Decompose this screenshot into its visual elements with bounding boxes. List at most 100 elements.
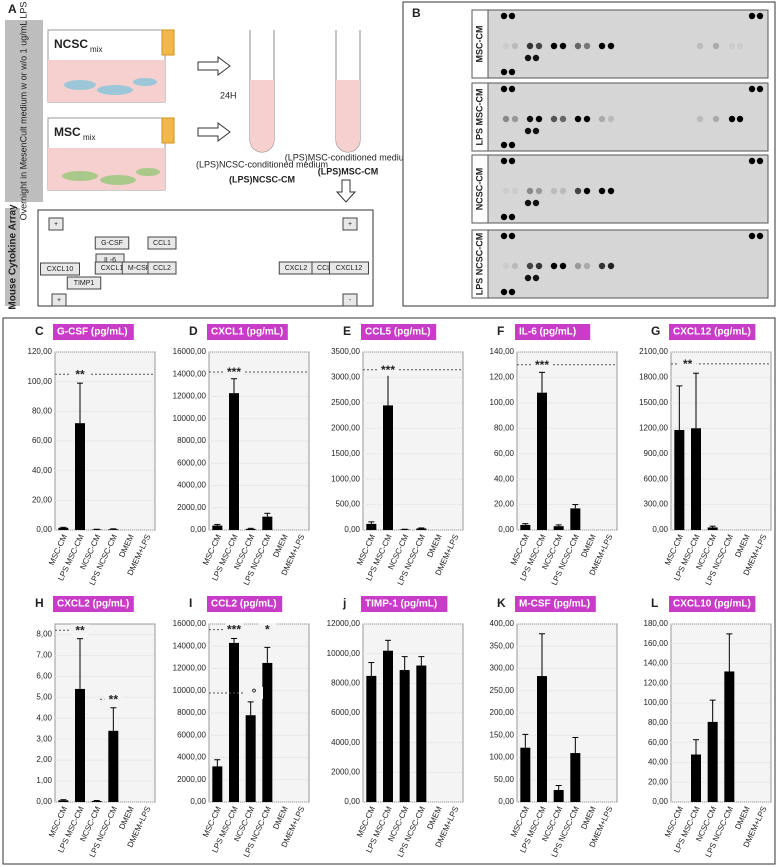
blot-dot xyxy=(508,68,516,76)
y-tick-label: 1,00 xyxy=(36,776,52,785)
spot-label: CCL2 xyxy=(153,265,171,272)
title-box xyxy=(515,324,591,340)
blot-dot xyxy=(583,187,591,195)
annotation-bg xyxy=(104,693,123,706)
annotation-bg xyxy=(379,363,397,376)
spot-label: + xyxy=(57,297,61,304)
y-tick-label: 150,00 xyxy=(490,730,515,739)
blot-dot xyxy=(712,42,720,50)
annotation-bg xyxy=(225,366,243,379)
panel-label: F xyxy=(497,324,504,338)
spot-label: + xyxy=(54,221,58,228)
y-tick-label: 7,00 xyxy=(36,651,52,660)
plot-area xyxy=(670,623,772,803)
annotation-bg xyxy=(533,358,551,371)
blot-label: NCSC-CM xyxy=(474,168,484,211)
bar xyxy=(570,508,581,530)
blot-dot xyxy=(583,42,591,50)
array-spot xyxy=(48,217,64,231)
blot-label: MSC-CM xyxy=(474,26,484,63)
y-tick-label: 2500,00 xyxy=(331,398,360,407)
blot-dot xyxy=(736,42,744,50)
y-tick-label: 40,00 xyxy=(648,758,669,767)
bar xyxy=(75,688,85,802)
y-tick-label: 50,00 xyxy=(494,775,515,784)
bar xyxy=(416,665,427,802)
bar xyxy=(520,524,531,530)
significance-label: ** xyxy=(75,623,85,637)
chart-title: CXCL2 (pg/mL) xyxy=(57,599,129,610)
blot-dot xyxy=(756,232,764,240)
blot-label-box xyxy=(471,154,489,224)
blot-row xyxy=(471,154,769,224)
y-tick-label: 140,00 xyxy=(490,347,515,356)
y-tick-label: 12000,00 xyxy=(173,392,207,401)
blot-dot xyxy=(535,187,543,195)
y-tick-label: 1500,00 xyxy=(331,449,360,458)
blot-dot xyxy=(598,42,606,50)
blot-row xyxy=(471,9,769,79)
panel-label: G xyxy=(651,324,660,338)
annotation-bg xyxy=(258,623,277,636)
y-tick-label: 8000,00 xyxy=(177,708,206,717)
blot-dot xyxy=(696,42,704,50)
chart-title: IL-6 (pg/mL) xyxy=(519,327,576,338)
y-tick-label: 600,00 xyxy=(644,474,669,483)
y-tick-label: 250,00 xyxy=(490,686,515,695)
y-tick-label: 4,00 xyxy=(36,713,52,722)
blot-dot xyxy=(550,187,558,195)
significance-label: * xyxy=(265,623,270,637)
blot-dot xyxy=(524,199,532,207)
blot-dot xyxy=(526,115,534,123)
blot-dot xyxy=(500,213,508,221)
blot-dot xyxy=(526,187,534,195)
y-tick-label: 2000,00 xyxy=(177,503,206,512)
bar xyxy=(58,527,69,530)
annotation-bg xyxy=(678,357,697,370)
blot-dot xyxy=(511,42,519,50)
blot-dot xyxy=(696,115,704,123)
panel-label: B xyxy=(412,6,421,20)
bar xyxy=(553,789,564,802)
y-tick-label: 40,00 xyxy=(32,466,53,475)
bar xyxy=(399,669,410,802)
bar xyxy=(707,527,718,530)
blot-label-box xyxy=(471,9,489,79)
spot-label: G-CSF xyxy=(101,240,123,247)
title-box xyxy=(361,324,437,340)
significance-label: ° xyxy=(252,686,257,700)
side-text: Overnight in MesenCult medium w or w/o 1… xyxy=(18,2,28,221)
bar xyxy=(229,642,239,802)
blot-row xyxy=(471,229,769,299)
y-tick-label: 14000,00 xyxy=(173,641,207,650)
blot-dot xyxy=(502,115,510,123)
bar xyxy=(399,529,410,530)
y-tick-label: 300,00 xyxy=(644,500,669,509)
blot-dot xyxy=(756,85,764,93)
significance-label: *** xyxy=(227,365,241,379)
blot-dot xyxy=(526,262,534,270)
blot-dot xyxy=(550,115,558,123)
y-tick-label: 3000,00 xyxy=(331,373,360,382)
y-tick-label: 3500,00 xyxy=(331,347,360,356)
medium-label: (LPS)NCSC-conditioned medium xyxy=(196,159,328,169)
y-tick-label: 10000,00 xyxy=(173,414,207,423)
y-tick-label: 60,00 xyxy=(494,449,515,458)
blot-dot xyxy=(535,115,543,123)
bar xyxy=(245,528,256,530)
panel-label: D xyxy=(189,324,198,338)
blot-label: LPS MSC-CM xyxy=(474,89,484,146)
blot-dot xyxy=(524,127,532,135)
y-tick-label: 14000,00 xyxy=(173,369,207,378)
chart-title: CXCL12 (pg/mL) xyxy=(673,327,751,338)
y-tick-label: 0,00 xyxy=(190,525,206,534)
blot-dot xyxy=(607,187,615,195)
chart-title: CCL2 (pg/mL) xyxy=(211,599,277,610)
time-label: 24H xyxy=(220,90,237,100)
y-tick-label: 6000,00 xyxy=(177,730,206,739)
y-tick-label: 400,00 xyxy=(490,619,515,628)
blot-dot xyxy=(756,157,764,165)
bar xyxy=(91,800,102,802)
blot-dot xyxy=(500,68,508,76)
